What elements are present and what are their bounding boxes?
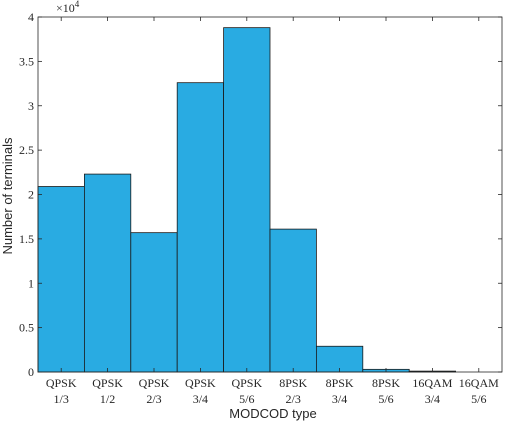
- y-exponent-power: 4: [75, 0, 80, 9]
- y-tick-label: 3: [28, 99, 34, 113]
- y-tick-label: 2: [28, 188, 34, 202]
- bar-6: [269, 228, 317, 373]
- x-tick-label-line1: QPSK: [92, 376, 123, 390]
- x-tick-label-line2: 2/3: [286, 392, 301, 406]
- x-tick-label-line1: 16QAM: [412, 376, 452, 390]
- x-tick-label-line1: QPSK: [139, 376, 170, 390]
- x-tick-label: QPSK 1/2: [92, 376, 123, 406]
- y-tick-label: 2.5: [19, 143, 34, 157]
- x-tick-label: 8PSK 5/6: [372, 376, 400, 406]
- y-tick-label: 1: [28, 276, 34, 290]
- y-axis-label: Number of terminals: [0, 137, 15, 255]
- x-tick-label-line2: 1/3: [54, 392, 69, 406]
- x-tick-label-line2: 3/4: [332, 392, 347, 406]
- x-tick-label: QPSK 2/3: [139, 376, 170, 406]
- y-ticks: 0 0.5 1 1.5 2 2.5 3 3.5 4: [19, 10, 502, 379]
- y-tick-label: 0: [28, 365, 34, 379]
- x-tick-label-line1: QPSK: [231, 376, 262, 390]
- y-tick-label: 1.5: [19, 232, 34, 246]
- bar-1: [37, 186, 85, 373]
- x-tick-label-line1: 8PSK: [372, 376, 400, 390]
- x-tick-label: QPSK 5/6: [231, 376, 262, 406]
- x-tick-label-line2: 5/6: [239, 392, 254, 406]
- y-tick-label: 4: [28, 10, 34, 24]
- bar-4: [176, 82, 224, 373]
- bar-2: [84, 173, 132, 373]
- y-exponent-label: ×104: [56, 0, 80, 15]
- x-tick-label-line1: 16QAM: [459, 376, 499, 390]
- x-tick-label: 16QAM 5/6: [459, 376, 499, 406]
- x-ticks: QPSK 1/3 QPSK 1/2 QPSK 2/3 QPSK 3/4 QPSK 5/6 8PSK 2…: [46, 17, 499, 406]
- bars: [37, 27, 457, 373]
- x-tick-label: 8PSK 3/4: [326, 376, 354, 406]
- x-tick-label: QPSK 1/3: [46, 376, 77, 406]
- bar-3: [130, 232, 178, 373]
- x-tick-label: 8PSK 2/3: [279, 376, 307, 406]
- y-exponent-base: ×10: [56, 1, 75, 15]
- x-tick-label: QPSK 3/4: [185, 376, 216, 406]
- x-tick-label-line1: QPSK: [46, 376, 77, 390]
- bar-5: [223, 27, 271, 373]
- x-axis-label: MODCOD type: [229, 406, 316, 421]
- x-tick-label-line2: 1/2: [100, 392, 115, 406]
- x-tick-label-line1: QPSK: [185, 376, 216, 390]
- x-tick-label-line1: 8PSK: [326, 376, 354, 390]
- x-tick-label: 16QAM 3/4: [412, 376, 452, 406]
- y-tick-label: 0.5: [19, 321, 34, 335]
- x-tick-label-line2: 3/4: [193, 392, 208, 406]
- x-tick-label-line2: 5/6: [378, 392, 393, 406]
- x-tick-label-line2: 5/6: [471, 392, 486, 406]
- bar-7: [315, 345, 364, 373]
- y-tick-label: 3.5: [19, 54, 34, 68]
- x-tick-label-line1: 8PSK: [279, 376, 307, 390]
- x-tick-label-line2: 2/3: [146, 392, 161, 406]
- x-tick-label-line2: 3/4: [425, 392, 440, 406]
